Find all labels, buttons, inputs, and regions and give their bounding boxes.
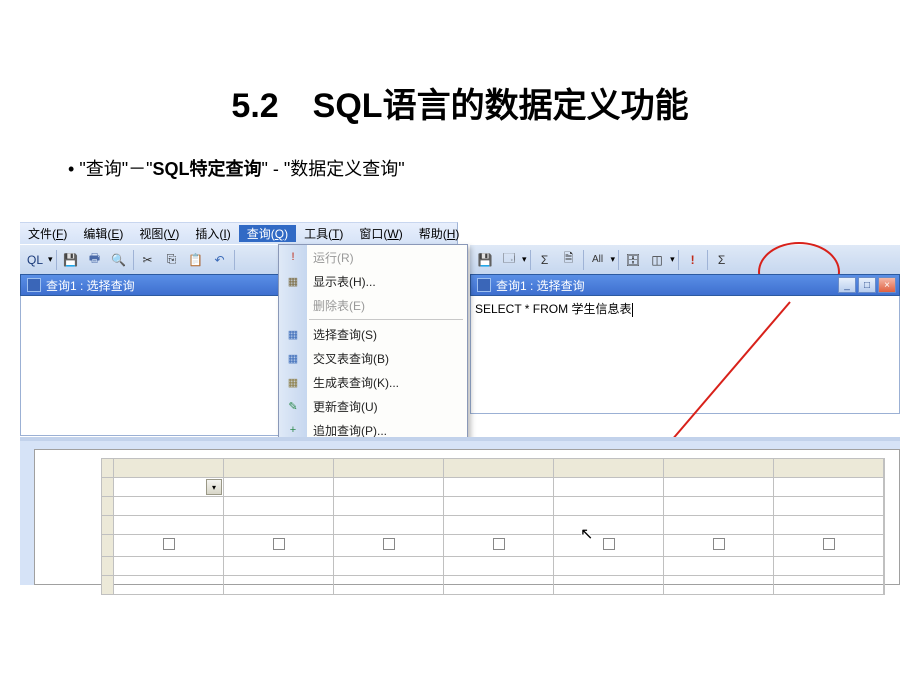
maximize-button[interactable]: □ [858,277,876,293]
prop-icon[interactable]: 🗔 [498,249,520,271]
screenshot: 文件(F)编辑(E)视图(V)插入(I)查询(Q)工具(T)窗口(W)帮助(H)… [20,222,900,602]
menu-item[interactable]: 查询(Q) [239,225,296,242]
menu-item[interactable]: 编辑(E) [75,225,131,242]
cursor-pointer-icon: ↖ [580,524,593,544]
paste-icon[interactable]: 📋 [185,249,207,271]
sql-editor[interactable]: SELECT * FROM 学生信息表 [470,296,900,414]
query-design-grid: 字段:表:排序:显示:条件:或: ▾ [20,437,900,585]
field-dropdown-icon[interactable]: ▾ [206,479,222,495]
prop2-icon[interactable]: 🗎 [558,249,580,271]
show-checkbox[interactable] [713,538,725,550]
show-checkbox[interactable] [163,538,175,550]
sql-mode-label[interactable]: QL [24,253,46,267]
preview-icon[interactable]: 🔍 [108,249,130,271]
menu-item[interactable]: ▦选择查询(S) [279,322,467,346]
show-checkbox[interactable] [603,538,615,550]
print-icon[interactable]: 🖶 [84,249,106,271]
undo-icon[interactable]: ↶ [209,249,231,271]
minimize-button[interactable]: _ [838,277,856,293]
menu-item: !运行(R) [279,245,467,269]
copy-icon[interactable]: ⎘ [161,249,183,271]
query2-titlebar: 查询1 : 选择查询 _ □ × [470,274,900,296]
menu-item[interactable]: ▦生成表查询(K)... [279,370,467,394]
show-checkbox[interactable] [383,538,395,550]
query-window-2: 查询1 : 选择查询 _ □ × SELECT * FROM 学生信息表 [470,274,900,414]
menu-item[interactable]: 窗口(W) [351,225,410,242]
menu-item[interactable]: ✎更新查询(U) [279,394,467,418]
design-grid-table[interactable]: ▾ [101,458,885,595]
menu-item[interactable]: 帮助(H) [411,225,468,242]
breadcrumb-line: • "查询"－"SQL特定查询" - "数据定义查询" [0,127,920,181]
sigma-icon[interactable]: Σ [534,249,556,271]
window-icon [477,278,491,292]
close-button[interactable]: × [878,277,896,293]
menubar: 文件(F)编辑(E)视图(V)插入(I)查询(Q)工具(T)窗口(W)帮助(H) [20,222,458,244]
save-icon[interactable]: 💾 [60,249,82,271]
menu-item: 删除表(E) [279,293,467,317]
toolbar-left: QL▾ 💾 🖶 🔍 ✂ ⎘ 📋 ↶ [20,244,320,274]
query-window-1: 查询1 : 选择查询 [20,274,320,436]
db-icon[interactable]: 🗄 [622,249,644,271]
show-checkbox[interactable] [823,538,835,550]
query1-titlebar: 查询1 : 选择查询 [20,274,320,296]
save-icon[interactable]: 💾 [474,249,496,271]
menu-item[interactable]: ▦显示表(H)... [279,269,467,293]
menu-item[interactable]: 工具(T) [296,225,351,242]
menu-item[interactable]: 视图(V) [131,225,187,242]
menu-item[interactable]: 文件(F) [20,225,75,242]
menu-item[interactable]: 插入(I) [187,225,238,242]
rel-icon[interactable]: ◫ [646,249,668,271]
show-checkbox[interactable] [273,538,285,550]
run-icon[interactable]: ! [682,249,704,271]
show-checkbox[interactable] [493,538,505,550]
menu-item[interactable]: ▦交叉表查询(B) [279,346,467,370]
all-icon[interactable]: All [587,249,609,271]
window-icon [27,278,41,292]
sigma2-icon[interactable]: Σ [711,249,733,271]
cut-icon[interactable]: ✂ [137,249,159,271]
slide-title: 5.2 SQL语言的数据定义功能 [0,0,920,127]
